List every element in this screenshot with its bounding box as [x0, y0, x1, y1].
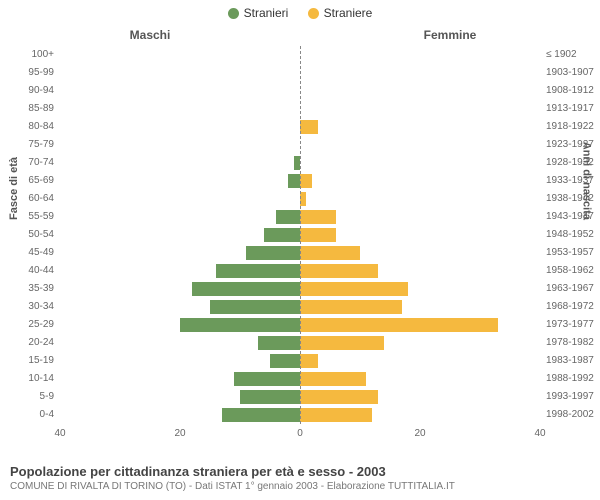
bar-male [264, 228, 300, 242]
birth-year-label: 1988-1992 [546, 373, 594, 384]
birth-year-label: 1953-1957 [546, 247, 594, 258]
bar-female [300, 336, 384, 350]
birth-year-label: 1968-1972 [546, 301, 594, 312]
bar-male [234, 372, 300, 386]
bar-male [192, 282, 300, 296]
bar-female [300, 300, 402, 314]
bar-female [300, 282, 408, 296]
birth-year-label: 1978-1982 [546, 337, 594, 348]
x-tick: 40 [534, 428, 545, 439]
legend-item-male: Stranieri [228, 6, 289, 20]
age-label: 45-49 [28, 247, 54, 258]
birth-year-label: 1938-1942 [546, 193, 594, 204]
birth-year-label: 1918-1922 [546, 121, 594, 132]
x-tick: 0 [297, 428, 303, 439]
age-label: 75-79 [28, 139, 54, 150]
legend-item-female: Straniere [308, 6, 373, 20]
age-label: 65-69 [28, 175, 54, 186]
age-label: 0-4 [40, 409, 54, 420]
plot-area: 0-41998-20025-91993-199710-141988-199215… [60, 46, 540, 424]
birth-year-label: ≤ 1902 [546, 49, 577, 60]
legend: Stranieri Straniere [0, 6, 600, 22]
bar-female [300, 120, 318, 134]
birth-year-label: 1903-1907 [546, 67, 594, 78]
age-label: 50-54 [28, 229, 54, 240]
bar-female [300, 228, 336, 242]
bar-female [300, 210, 336, 224]
birth-year-label: 1908-1912 [546, 85, 594, 96]
age-label: 10-14 [28, 373, 54, 384]
x-tick: 20 [174, 428, 185, 439]
column-title-male: Maschi [0, 28, 300, 42]
bar-male [270, 354, 300, 368]
birth-year-label: 1943-1947 [546, 211, 594, 222]
age-label: 60-64 [28, 193, 54, 204]
age-label: 95-99 [28, 67, 54, 78]
center-axis-line [300, 46, 301, 424]
bar-male [180, 318, 300, 332]
bar-female [300, 354, 318, 368]
legend-label-female: Straniere [324, 6, 373, 20]
x-axis: 402002040 [60, 426, 540, 446]
age-label: 85-89 [28, 103, 54, 114]
age-label: 5-9 [40, 391, 54, 402]
x-tick: 20 [414, 428, 425, 439]
birth-year-label: 1923-1927 [546, 139, 594, 150]
legend-swatch-female [308, 8, 319, 19]
y-axis-title-left: Fasce di età [8, 157, 20, 220]
birth-year-label: 1993-1997 [546, 391, 594, 402]
bar-male [210, 300, 300, 314]
chart-footer: Popolazione per cittadinanza straniera p… [10, 464, 590, 492]
bar-male [216, 264, 300, 278]
bar-female [300, 246, 360, 260]
bar-female [300, 264, 378, 278]
age-label: 20-24 [28, 337, 54, 348]
bar-male [288, 174, 300, 188]
bar-male [246, 246, 300, 260]
age-label: 70-74 [28, 157, 54, 168]
bar-female [300, 174, 312, 188]
column-title-female: Femmine [300, 28, 600, 42]
bar-female [300, 390, 378, 404]
birth-year-label: 1948-1952 [546, 229, 594, 240]
age-label: 30-34 [28, 301, 54, 312]
age-label: 80-84 [28, 121, 54, 132]
birth-year-label: 1933-1937 [546, 175, 594, 186]
footer-subtitle: COMUNE DI RIVALTA DI TORINO (TO) - Dati … [10, 481, 590, 492]
age-label: 25-29 [28, 319, 54, 330]
bar-female [300, 372, 366, 386]
birth-year-label: 1928-1932 [546, 157, 594, 168]
birth-year-label: 1963-1967 [546, 283, 594, 294]
age-label: 55-59 [28, 211, 54, 222]
age-label: 40-44 [28, 265, 54, 276]
birth-year-label: 1998-2002 [546, 409, 594, 420]
bar-male [222, 408, 300, 422]
bar-female [300, 408, 372, 422]
birth-year-label: 1983-1987 [546, 355, 594, 366]
population-pyramid-chart: Stranieri Straniere Maschi Femmine Fasce… [0, 0, 600, 500]
age-label: 35-39 [28, 283, 54, 294]
birth-year-label: 1958-1962 [546, 265, 594, 276]
age-label: 90-94 [28, 85, 54, 96]
birth-year-label: 1973-1977 [546, 319, 594, 330]
legend-swatch-male [228, 8, 239, 19]
age-label: 100+ [31, 49, 54, 60]
birth-year-label: 1913-1917 [546, 103, 594, 114]
age-label: 15-19 [28, 355, 54, 366]
footer-title: Popolazione per cittadinanza straniera p… [10, 464, 590, 479]
legend-label-male: Stranieri [244, 6, 289, 20]
bar-male [240, 390, 300, 404]
bar-male [258, 336, 300, 350]
bar-female [300, 318, 498, 332]
bar-male [276, 210, 300, 224]
x-tick: 40 [54, 428, 65, 439]
